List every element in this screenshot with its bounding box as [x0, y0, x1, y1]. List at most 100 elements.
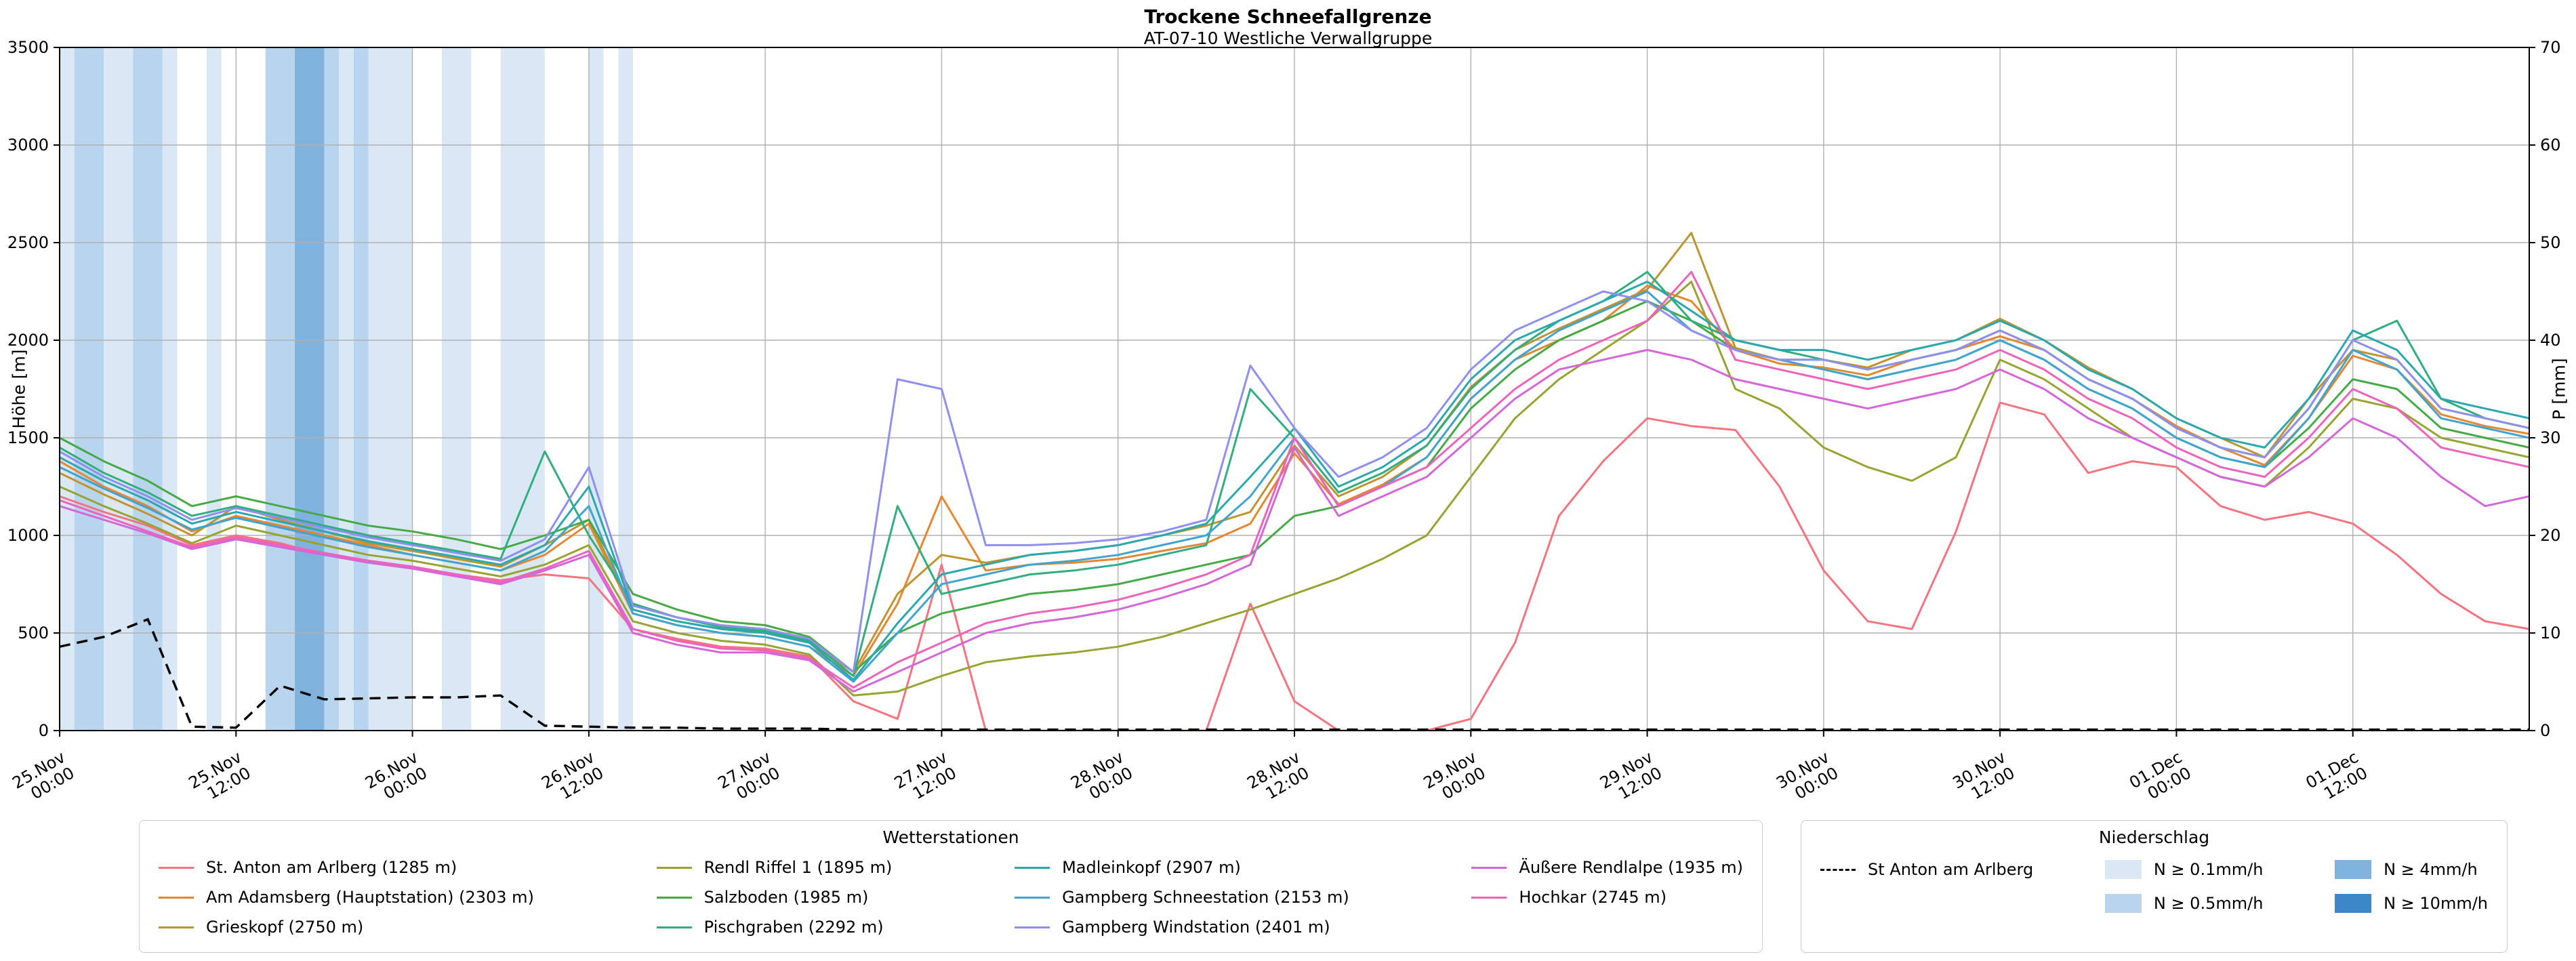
legend-stations: Wetterstationen St. Anton am Arlberg (12…: [139, 820, 1763, 953]
legend-line-swatch: [656, 896, 692, 899]
legend-station-item: Hochkar (2745 m): [1471, 882, 1743, 912]
legend-precip-line-item-label: St Anton am Arlberg: [1868, 860, 2034, 879]
legend-line-swatch: [656, 866, 692, 869]
precip-dashed-line: [60, 617, 2529, 731]
y-tick-labels-right: 0 10 20 30 40 50 60 70: [2540, 38, 2561, 740]
legend-stations-items: St. Anton am Arlberg (1285 m) Am Adamsber…: [159, 853, 1743, 942]
precip-band: [162, 47, 178, 731]
legend-line-swatch: [159, 926, 194, 928]
legend-line-swatch: [1015, 926, 1050, 928]
x-tick-label: 26.Nov12:00: [538, 748, 607, 809]
x-tick-label: 29.Nov12:00: [1597, 748, 1665, 809]
legend-station-item: Madleinkopf (2907 m): [1015, 853, 1349, 882]
legend-precip-patch-swatch: [2104, 860, 2142, 879]
legend-precip-patch-swatch: [2335, 894, 2372, 913]
precip-band: [588, 47, 604, 731]
legend-station-item: Am Adamsberg (Hauptstation) (2303 m): [159, 882, 534, 912]
legend-line-swatch: [1471, 866, 1507, 869]
legend-precip-level-item-label: N ≥ 4mm/h: [2384, 860, 2478, 879]
legend-station-item: Gampberg Schneestation (2153 m): [1015, 882, 1349, 912]
precip-band: [618, 47, 633, 731]
x-tick-label: 27.Nov00:00: [715, 748, 783, 809]
legend-precip-patch-swatch: [2335, 860, 2372, 879]
precip-band: [60, 47, 75, 731]
legend-precip-level-item-label: N ≥ 0.1mm/h: [2153, 860, 2264, 879]
legend-precip-line-item: St Anton am Arlberg: [1820, 853, 2033, 886]
chart-title: Trockene Schneefallgrenze: [1144, 5, 1432, 28]
legend-station-item: Äußere Rendlalpe (1935 m): [1471, 853, 1743, 882]
legend-station-item: Rendl Riffel 1 (1895 m): [656, 853, 893, 882]
legend-station-item-label: Madleinkopf (2907 m): [1062, 858, 1241, 877]
series-line: [60, 348, 2529, 693]
precip-band: [295, 47, 325, 731]
legend-station-item-label: Am Adamsberg (Hauptstation) (2303 m): [206, 888, 534, 907]
series-line: [60, 281, 2529, 697]
x-tick-label: 27.Nov12:00: [891, 748, 960, 809]
legend-station-item: St. Anton am Arlberg (1285 m): [159, 853, 534, 882]
x-tick-label: 01.Dec00:00: [2126, 748, 2194, 809]
x-tick-label: 25.Nov00:00: [9, 748, 77, 809]
y-tick-label-left: 2500: [7, 233, 49, 252]
y-tick-label-left: 0: [39, 721, 49, 740]
y-tick-label-right: 50: [2540, 233, 2561, 252]
legend-precip-level-item: N ≥ 4mm/h: [2335, 853, 2488, 886]
y-tick-label-right: 30: [2540, 428, 2561, 447]
legend-line-swatch: [656, 926, 692, 928]
precip-band: [368, 47, 413, 731]
legend-precip-patch-swatch: [2104, 894, 2142, 913]
y-tick-label-right: 10: [2540, 623, 2561, 642]
x-tick-label: 28.Nov00:00: [1067, 748, 1136, 809]
legend-precip-level-item-label: N ≥ 0.5mm/h: [2153, 894, 2264, 913]
legend-station-item-label: Salzboden (1985 m): [703, 888, 869, 907]
legend-dashed-line-swatch: [1820, 868, 1856, 871]
y-tick-label-left: 3000: [7, 136, 49, 155]
legend-station-item-label: Hochkar (2745 m): [1519, 888, 1667, 907]
legend-station-item: Gampberg Windstation (2401 m): [1015, 912, 1349, 942]
legend-line-swatch: [159, 896, 194, 899]
legend-line-swatch: [159, 866, 194, 869]
legend-station-item-label: Gampberg Schneestation (2153 m): [1062, 888, 1349, 907]
legend-station-item-label: Rendl Riffel 1 (1895 m): [703, 858, 893, 877]
y-tick-label-left: 2000: [7, 331, 49, 350]
legend-precip-level-item: N ≥ 0.1mm/h: [2104, 853, 2264, 886]
x-tick-label: 28.Nov12:00: [1244, 748, 1312, 809]
axis-ticks: [54, 47, 2535, 737]
legend-precip-level-item: N ≥ 10mm/h: [2335, 886, 2488, 920]
precip-bands: [60, 47, 633, 731]
legend-station-item-label: Gampberg Windstation (2401 m): [1062, 918, 1330, 937]
precip-band: [104, 47, 134, 731]
y-tick-label-left: 1500: [7, 428, 49, 447]
legend-station-item-label: Pischgraben (2292 m): [703, 918, 884, 937]
x-tick-label: 01.Dec12:00: [2302, 748, 2371, 809]
precip-band: [206, 47, 222, 731]
y-tick-label-right: 20: [2540, 526, 2561, 545]
series-line: [60, 270, 2529, 689]
x-tick-labels: 25.Nov00:00 25.Nov12:00 26.Nov00:00 26.Nov1…: [9, 748, 2371, 809]
y-tick-label-right: 60: [2540, 136, 2561, 155]
y-tick-label-left: 500: [18, 623, 49, 642]
legend-station-item: Grieskopf (2750 m): [159, 912, 534, 942]
legend-line-swatch: [1015, 866, 1050, 869]
legend-precip-level-item-label: N ≥ 10mm/h: [2384, 894, 2488, 913]
chart-subtitle: AT-07-10 Westliche Verwallgruppe: [1143, 28, 1433, 48]
y-tick-label-left: 1000: [7, 526, 49, 545]
legend-precip-title: Niederschlag: [2098, 827, 2210, 847]
y-tick-label-left: 3500: [7, 38, 49, 57]
series-lines: [60, 232, 2529, 731]
gridlines: [59, 47, 2529, 731]
x-tick-label: 25.Nov12:00: [186, 748, 254, 809]
legend-stations-title: Wetterstationen: [882, 827, 1019, 847]
legend-line-swatch: [1471, 896, 1507, 899]
precip-band: [133, 47, 163, 731]
y-tick-labels-left: 0 500 1000 1500 2000 2500 3000 3500: [7, 38, 49, 740]
legend-station-item-label: Äußere Rendlalpe (1935 m): [1519, 858, 1743, 877]
legend-precip-level-item: N ≥ 0.5mm/h: [2104, 886, 2264, 920]
x-tick-label: 30.Nov00:00: [1773, 748, 1841, 809]
x-tick-label: 29.Nov00:00: [1420, 748, 1489, 809]
precip-band: [353, 47, 369, 731]
precip-band: [265, 47, 295, 731]
legend-line-swatch: [1015, 896, 1050, 899]
precip-band: [74, 47, 104, 731]
x-tick-label: 30.Nov12:00: [1950, 748, 2018, 809]
